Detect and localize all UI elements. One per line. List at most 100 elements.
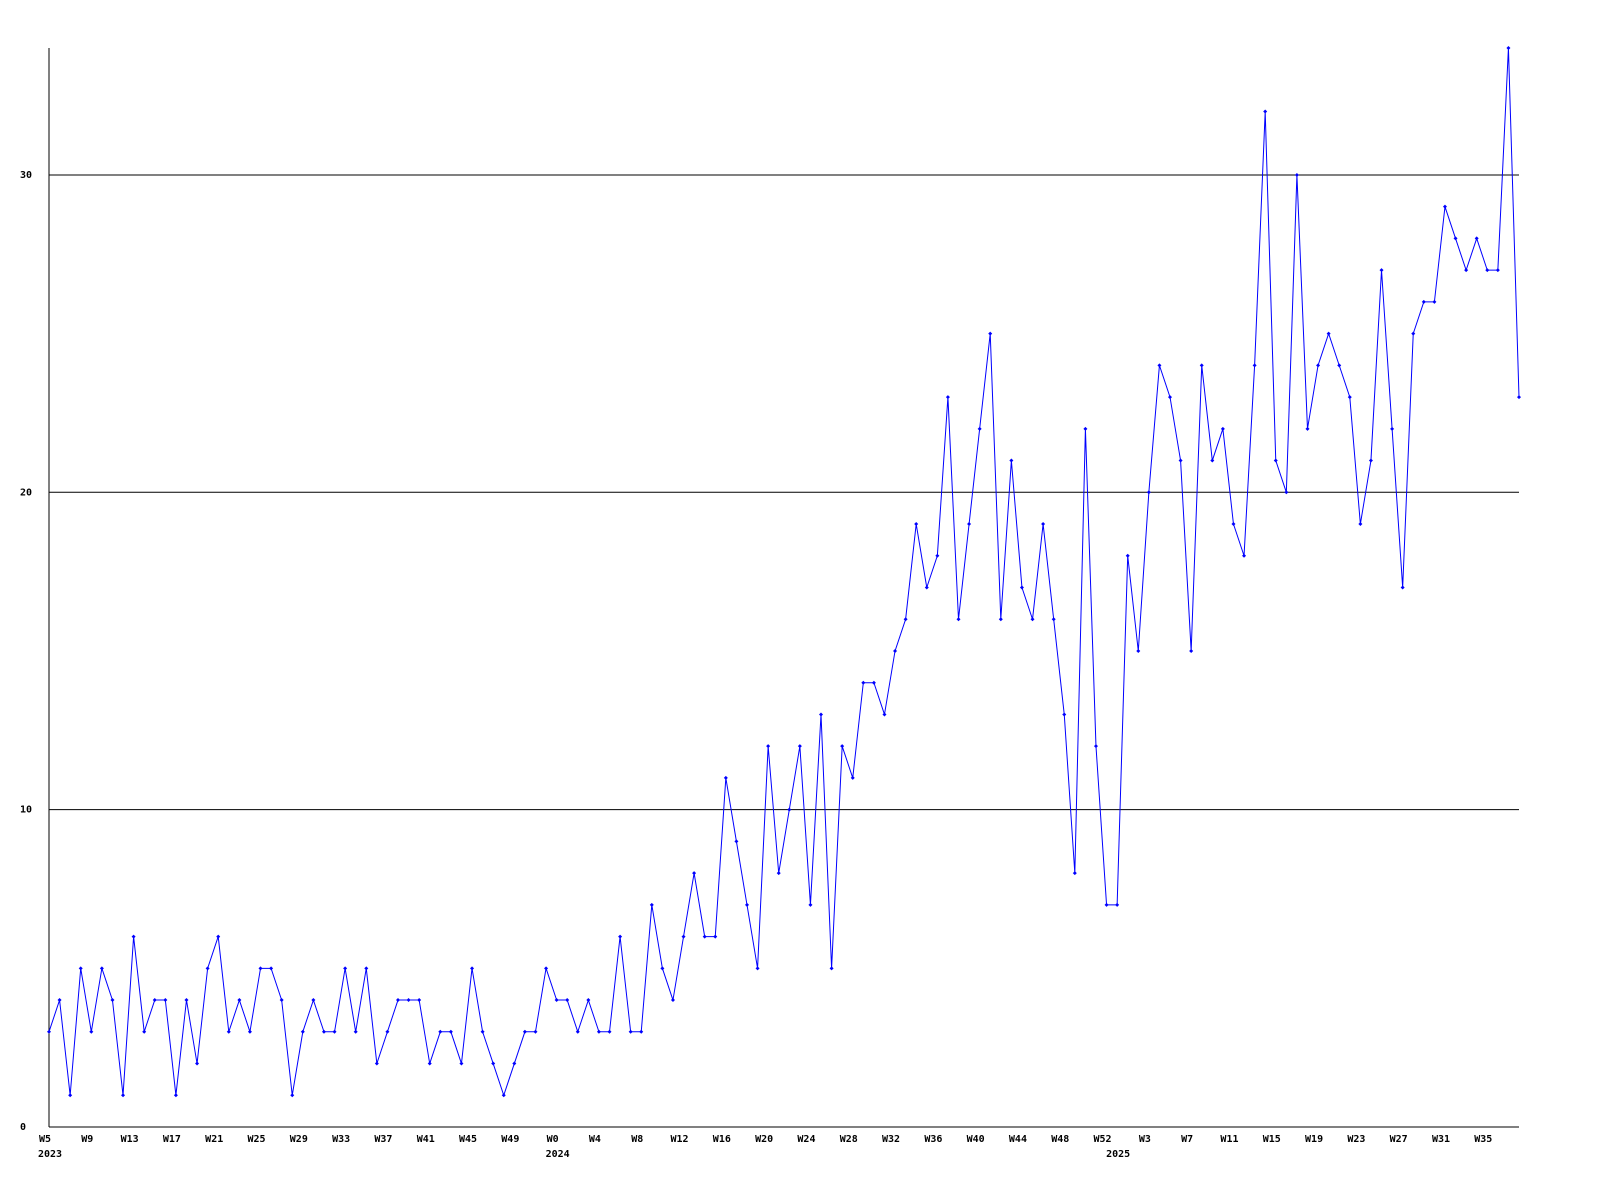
x-tick-label: W3: [1139, 1134, 1151, 1145]
data-point: [544, 966, 549, 971]
x-tick-label: W9: [81, 1134, 93, 1145]
data-point: [649, 902, 654, 907]
data-point: [343, 966, 348, 971]
x-tick-label: W15: [1263, 1134, 1281, 1145]
data-point: [427, 1061, 432, 1066]
data-point: [1400, 585, 1405, 590]
data-point: [1421, 299, 1426, 304]
data-point: [1379, 268, 1384, 273]
data-point: [1146, 490, 1151, 495]
data-point: [618, 934, 623, 939]
data-point: [1442, 204, 1447, 209]
data-point: [1041, 522, 1046, 527]
data-point: [660, 966, 665, 971]
x-tick-label: W27: [1390, 1134, 1408, 1145]
data-point: [1432, 299, 1437, 304]
data-point: [353, 1029, 358, 1034]
data-point: [1009, 458, 1014, 463]
data-point: [924, 585, 929, 590]
data-point: [1305, 426, 1310, 431]
data-point: [1252, 363, 1257, 368]
data-point: [1199, 363, 1204, 368]
data-point: [596, 1029, 601, 1034]
x-tick-label: W37: [374, 1134, 392, 1145]
data-point: [702, 934, 707, 939]
data-point: [766, 744, 771, 749]
data-point: [480, 1029, 485, 1034]
x-tick-label: W36: [924, 1134, 942, 1145]
x-tick-label: W21: [205, 1134, 223, 1145]
data-point: [131, 934, 136, 939]
data-point: [882, 712, 887, 717]
x-tick-label: W45: [459, 1134, 477, 1145]
data-point: [808, 902, 813, 907]
data-point: [607, 1029, 612, 1034]
data-point: [78, 966, 83, 971]
x-tick-label: W48: [1051, 1134, 1069, 1145]
data-point: [47, 1029, 51, 1034]
data-point: [121, 1093, 126, 1098]
data-point: [438, 1029, 443, 1034]
data-point: [1072, 871, 1077, 876]
data-point: [501, 1093, 506, 1098]
data-point: [385, 1029, 390, 1034]
data-point: [1358, 522, 1363, 527]
data-point: [1337, 363, 1342, 368]
data-point: [956, 617, 961, 622]
data-point: [988, 331, 993, 336]
data-point: [1517, 395, 1521, 400]
data-point: [1062, 712, 1067, 717]
data-point: [279, 998, 284, 1003]
x-tick-label: W28: [840, 1134, 858, 1145]
data-point: [470, 966, 475, 971]
data-point: [670, 998, 675, 1003]
data-point: [1083, 426, 1088, 431]
data-point: [1474, 236, 1479, 241]
data-point: [1284, 490, 1289, 495]
data-point: [99, 966, 104, 971]
data-point: [819, 712, 824, 717]
data-point: [68, 1093, 73, 1098]
data-point: [967, 522, 972, 527]
data-point: [364, 966, 369, 971]
data-point: [1115, 902, 1120, 907]
data-point: [1210, 458, 1215, 463]
data-point: [173, 1093, 178, 1098]
data-point: [89, 1029, 94, 1034]
data-point: [216, 934, 221, 939]
y-tick-label: 30: [20, 170, 32, 181]
x-tick-label: W8: [631, 1134, 643, 1145]
data-point: [1485, 268, 1490, 273]
data-point: [744, 902, 749, 907]
x-year-label: 2024: [546, 1149, 570, 1160]
data-point: [311, 998, 316, 1003]
data-point: [734, 839, 739, 844]
data-point: [1464, 268, 1469, 273]
data-point: [1051, 617, 1056, 622]
data-point: [861, 680, 866, 685]
data-point: [205, 966, 210, 971]
x-tick-label: W33: [332, 1134, 350, 1145]
x-tick-label: W40: [967, 1134, 985, 1145]
data-point: [1157, 363, 1162, 368]
data-point: [554, 998, 559, 1003]
data-point: [1030, 617, 1035, 622]
data-point: [1453, 236, 1458, 241]
data-point: [195, 1061, 200, 1066]
data-point: [321, 1029, 326, 1034]
data-point: [491, 1061, 496, 1066]
data-point: [681, 934, 686, 939]
data-point: [829, 966, 834, 971]
x-tick-label: W7: [1181, 1134, 1193, 1145]
x-tick-label: W23: [1347, 1134, 1365, 1145]
data-point: [1316, 363, 1321, 368]
data-line: [48, 47, 1520, 1097]
data-point: [110, 998, 115, 1003]
data-point: [914, 522, 919, 527]
data-point: [448, 1029, 453, 1034]
x-tick-label: W13: [121, 1134, 139, 1145]
x-tick-label: W25: [247, 1134, 265, 1145]
x-tick-label: W32: [882, 1134, 900, 1145]
data-point: [374, 1061, 379, 1066]
